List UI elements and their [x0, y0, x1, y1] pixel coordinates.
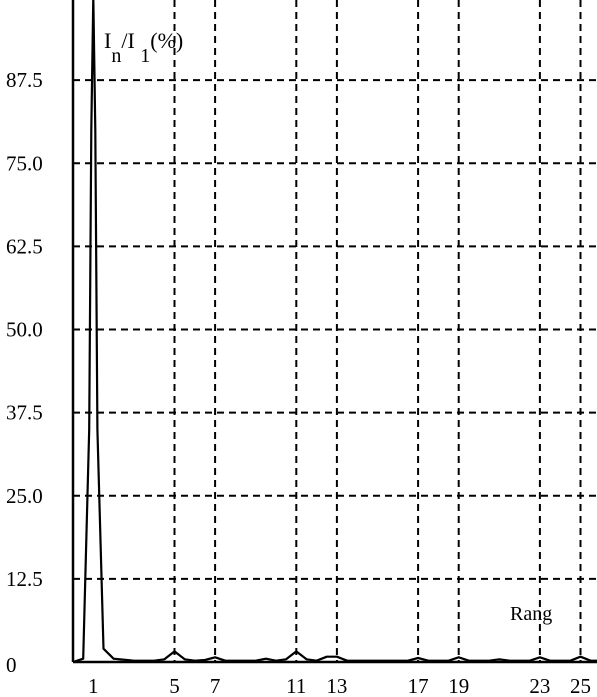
x-tick-label: 13 [326, 674, 347, 697]
y-tick-label: 0 [6, 653, 17, 677]
y-axis-title-sep: /I [121, 28, 140, 53]
x-axis-title: Rang [510, 603, 552, 625]
y-axis-title: In/I 1(%) [104, 28, 183, 67]
x-tick-label: 7 [210, 674, 221, 697]
y-tick-label: 12.5 [6, 567, 43, 591]
x-tick-label: 5 [169, 674, 180, 697]
y-axis-title-i: I [104, 28, 111, 53]
y-tick-label: 37.5 [6, 401, 43, 425]
y-tick-label: 25.0 [6, 484, 43, 508]
y-axis-title-suffix: (%) [150, 28, 183, 53]
x-tick-label: 23 [529, 674, 550, 697]
x-tick-labels: 1 5 7 11 13 17 19 23 25 [88, 674, 591, 697]
y-tick-label: 87.5 [6, 68, 43, 92]
axes [71, 0, 597, 664]
y-tick-label: 75.0 [6, 151, 43, 175]
y-axis-title-sub-n: n [111, 45, 121, 67]
x-tick-label: 11 [286, 674, 306, 697]
x-tick-label: 25 [570, 674, 591, 697]
y-tick-label: 50.0 [6, 318, 43, 342]
grid-lines [73, 0, 597, 662]
x-tick-label: 1 [88, 674, 99, 697]
series-line-harmonic-spectrum [72, 0, 597, 664]
x-tick-label: 17 [408, 674, 429, 697]
y-tick-label: 62.5 [6, 234, 43, 258]
x-tick-label: 19 [448, 674, 469, 697]
y-tick-labels: 0 12.5 25.0 37.5 50.0 62.5 75.0 87.5 [6, 68, 43, 677]
y-axis-title-sub-1: 1 [140, 45, 150, 67]
